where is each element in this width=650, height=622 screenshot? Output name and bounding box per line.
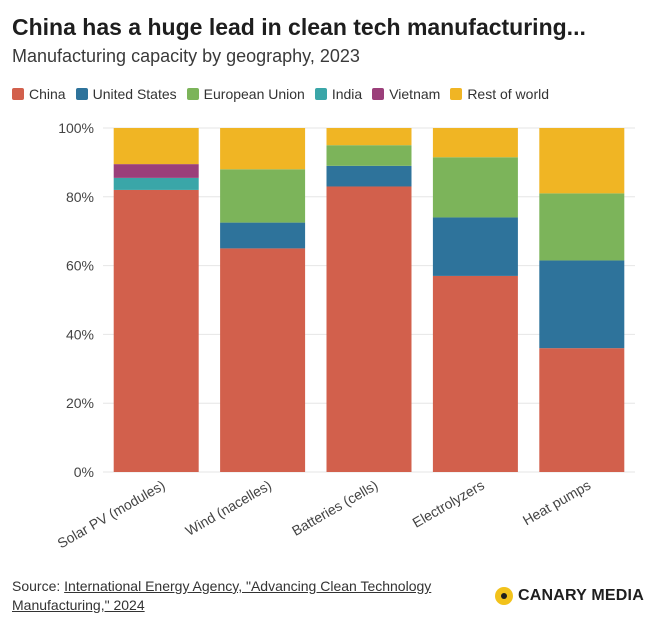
bar-segment — [113, 164, 199, 178]
bar-segment — [220, 222, 306, 249]
legend-swatch — [314, 88, 327, 100]
legend-item: European Union — [186, 86, 305, 102]
legend-label: European Union — [203, 86, 305, 102]
canary-dot-icon — [495, 587, 513, 605]
bar-segment — [539, 260, 625, 349]
bar-segment — [220, 169, 306, 223]
bar-segment — [539, 348, 625, 472]
bar-segment — [113, 189, 199, 473]
y-tick-label: 20% — [66, 395, 94, 411]
legend-label: Rest of world — [467, 86, 550, 102]
legend-label: Vietnam — [389, 86, 441, 102]
bar-segment — [432, 128, 518, 158]
legend-item: Vietnam — [372, 86, 440, 102]
legend-label: China — [29, 86, 66, 102]
bar-segment — [432, 157, 518, 218]
y-tick-label: 40% — [66, 326, 94, 342]
bar-segment — [113, 128, 199, 165]
canary-media-logo: CANARY MEDIA — [495, 587, 644, 605]
bar-segment — [220, 248, 306, 472]
x-tick-label: Batteries (cells) — [289, 477, 381, 539]
legend-swatch — [450, 88, 463, 100]
legend-item: Rest of world — [450, 86, 549, 102]
bar-segment — [326, 145, 412, 166]
legend-swatch — [75, 88, 88, 100]
legend-item: India — [314, 86, 363, 102]
x-tick-label: Heat pumps — [520, 477, 593, 529]
legend-swatch — [186, 88, 199, 100]
legend-item: United States — [75, 86, 177, 102]
bar-segment — [539, 128, 625, 194]
y-tick-label: 0% — [74, 464, 94, 480]
y-tick-label: 80% — [66, 189, 94, 205]
bar-segment — [326, 186, 412, 472]
source-prefix: Source: — [12, 578, 65, 594]
bar-segment — [432, 275, 518, 472]
bar-segment — [539, 193, 625, 261]
legend-swatch — [12, 88, 24, 100]
legend: China United States European Union India Vie… — [12, 86, 559, 102]
bar-segment — [326, 128, 412, 146]
x-tick-label: Solar PV (modules) — [55, 477, 168, 552]
y-tick-label: 60% — [66, 258, 94, 274]
legend-item: China — [12, 86, 66, 102]
legend-label: United States — [92, 86, 177, 102]
source-note: Source: International Energy Agency, "Ad… — [12, 577, 482, 615]
bar-segment — [432, 217, 518, 276]
bar-segment — [326, 165, 412, 187]
source-link[interactable]: International Energy Agency, "Advancing … — [12, 578, 432, 613]
chart-title: China has a huge lead in clean tech manu… — [12, 14, 586, 40]
stacked-bar-chart: 0% 20% 40% 60% 80% 100% Solar PV (modules) Wind… — [55, 120, 635, 552]
chart-subtitle: Manufacturing capacity by geography, 202… — [12, 46, 360, 66]
bar-segment — [220, 128, 306, 170]
bar-segment — [113, 177, 199, 190]
legend-label: India — [331, 86, 363, 102]
logo-text: CANARY MEDIA — [518, 587, 644, 604]
y-tick-label: 100% — [58, 120, 94, 136]
x-tick-label: Wind (nacelles) — [183, 477, 275, 539]
legend-swatch — [372, 88, 385, 100]
x-tick-label: Electrolyzers — [409, 477, 486, 531]
